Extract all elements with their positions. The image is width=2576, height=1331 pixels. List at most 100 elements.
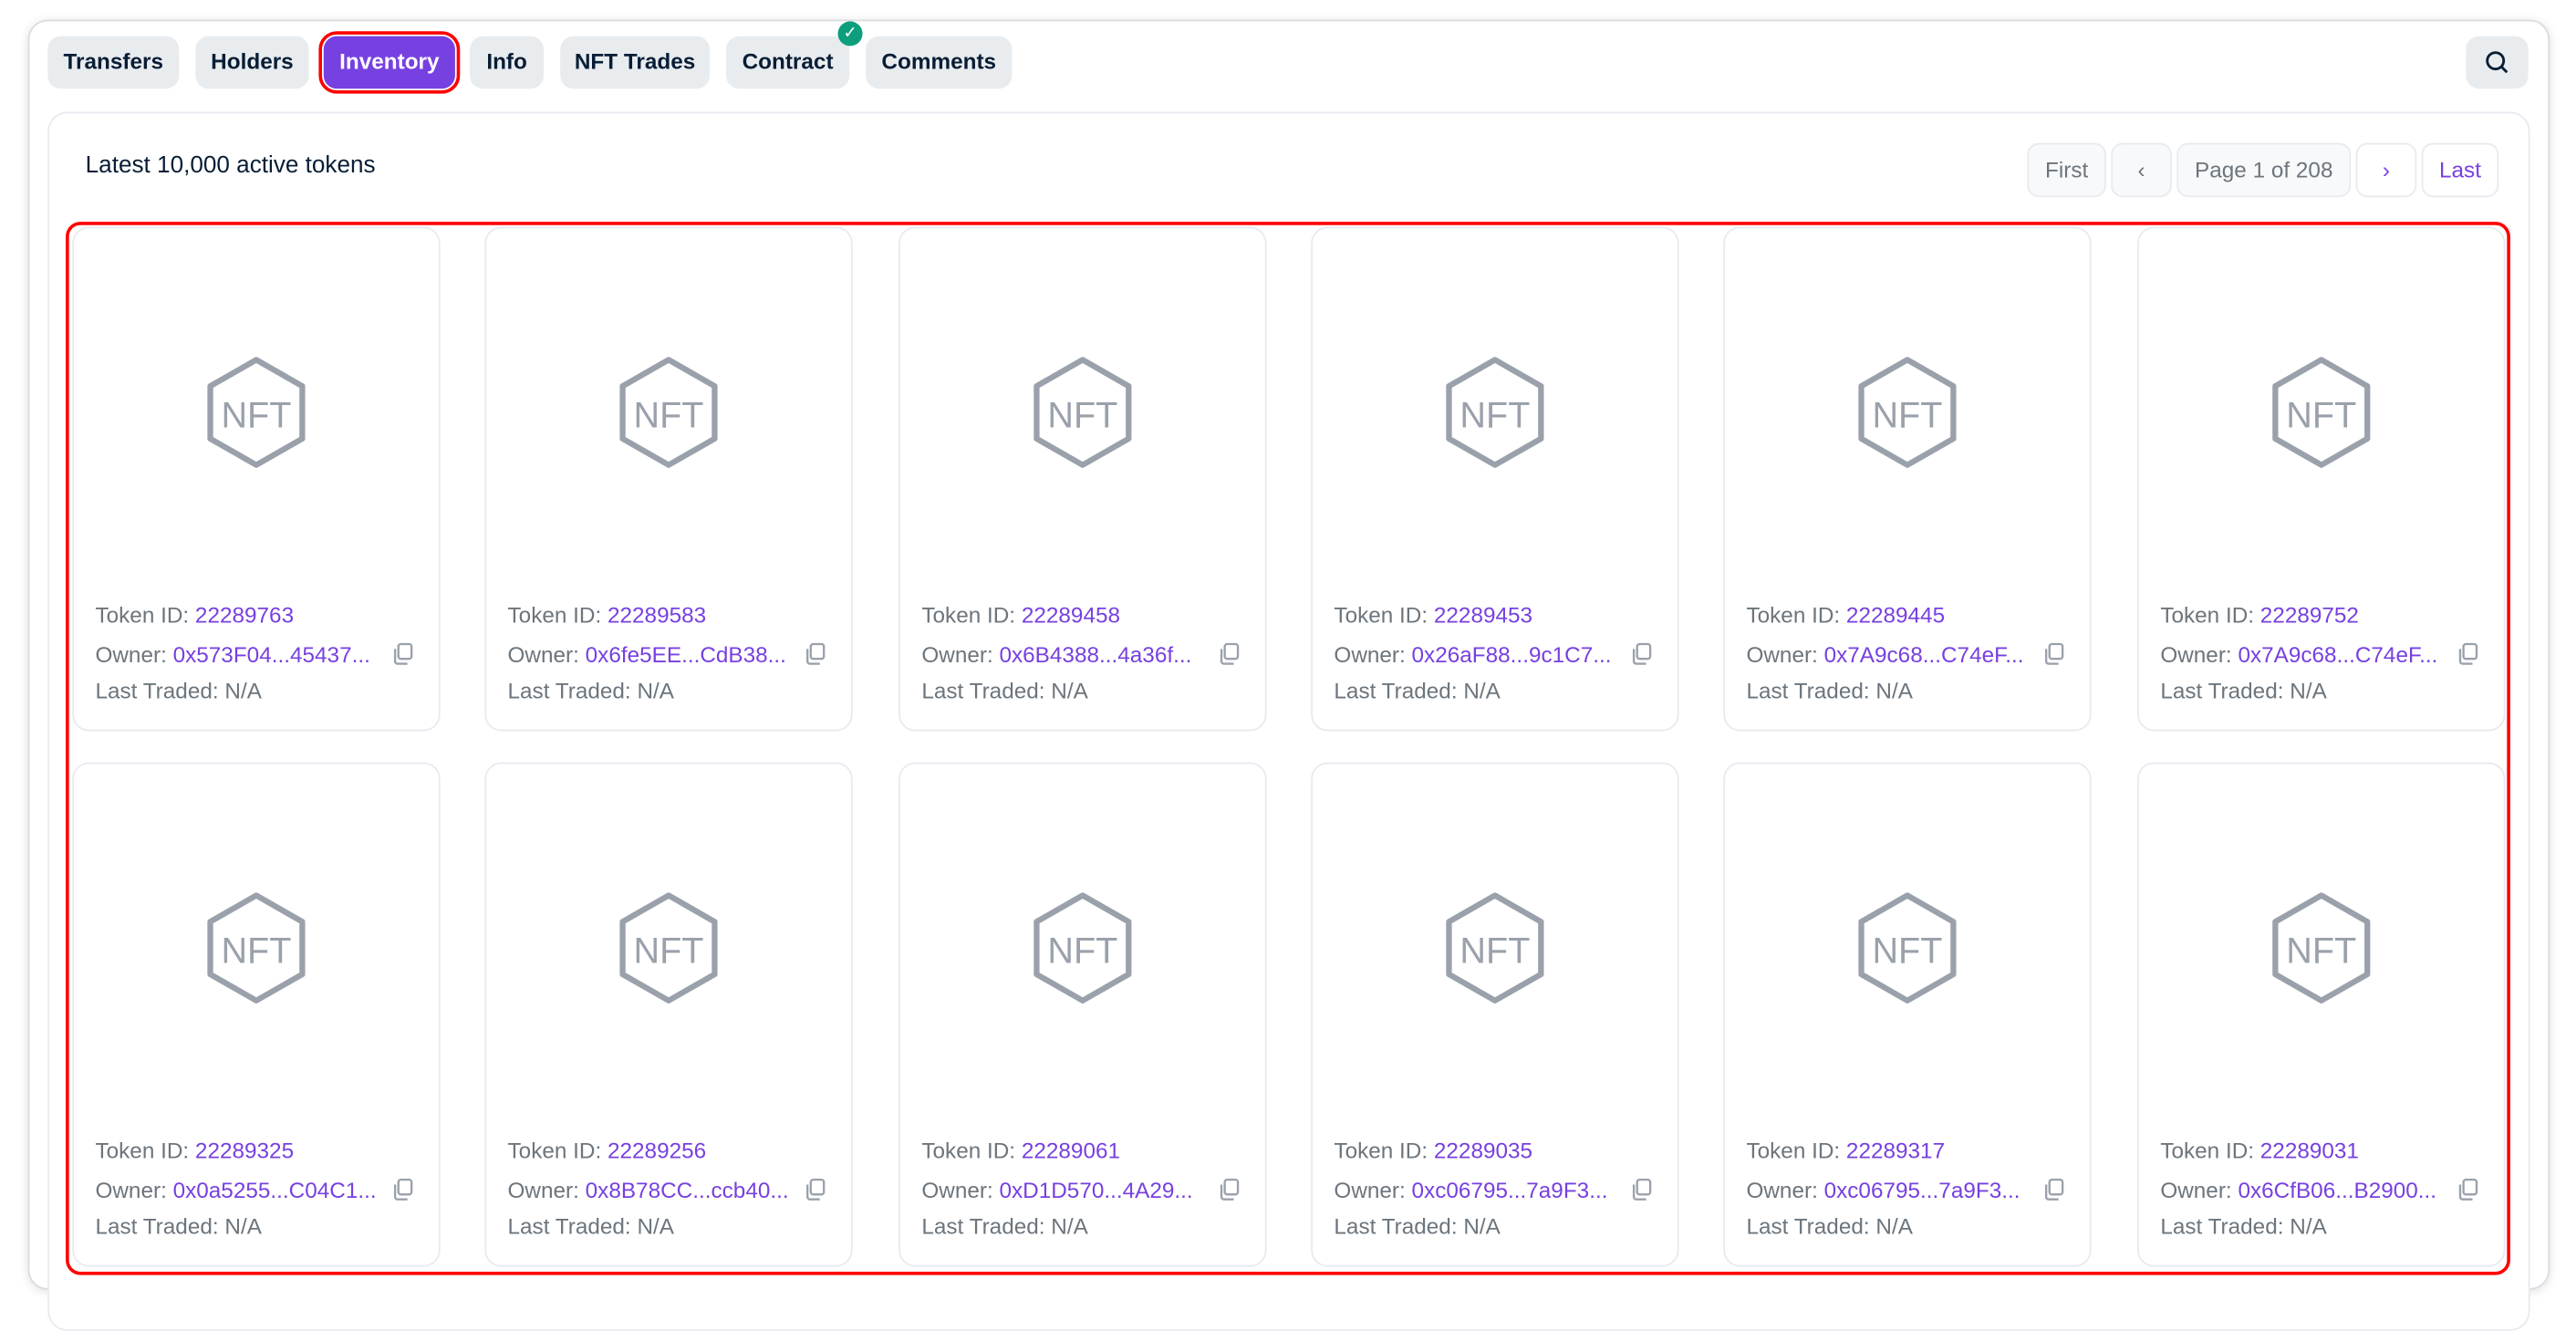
- verified-check-icon: ✓: [837, 21, 863, 47]
- copy-icon[interactable]: [1630, 642, 1653, 665]
- owner-address-link[interactable]: 0x573F04...45437...: [172, 642, 370, 668]
- token-owner: Owner: 0xD1D570...4A29...: [921, 1178, 1193, 1203]
- owner-address-link[interactable]: 0x6B4388...4a36f...: [999, 642, 1192, 668]
- copy-icon[interactable]: [391, 642, 414, 665]
- token-owner: Owner: 0x7A9c68...C74eF...: [1746, 642, 2024, 668]
- token-id-link[interactable]: 22289325: [194, 1139, 295, 1164]
- nft-card[interactable]: NFT Token ID: 22289752 Owner: 0x7A9c68..…: [2137, 226, 2506, 732]
- token-owner: Owner: 0x6CfB06...B2900...: [2160, 1178, 2437, 1203]
- token-owner: Owner: 0xc06795...7a9F3...: [1334, 1178, 1608, 1203]
- owner-address-link[interactable]: 0xc06795...7a9F3...: [1823, 1178, 2020, 1203]
- inventory-title: Latest 10,000 active tokens: [85, 152, 376, 180]
- copy-icon[interactable]: [2042, 1178, 2065, 1201]
- nft-placeholder-icon: NFT: [1034, 892, 1132, 1003]
- svg-text:NFT: NFT: [1872, 931, 1942, 971]
- token-id-link[interactable]: 22289583: [607, 602, 707, 628]
- nft-placeholder-icon: NFT: [1446, 892, 1544, 1003]
- token-id-link[interactable]: 22289453: [1433, 602, 1533, 628]
- token-id: Token ID: 22289061: [921, 1139, 1121, 1164]
- token-id-link[interactable]: 22289061: [1021, 1139, 1121, 1164]
- copy-icon[interactable]: [2042, 642, 2065, 665]
- owner-address-link[interactable]: 0x0a5255...C04C1...: [172, 1178, 377, 1203]
- token-id: Token ID: 22289445: [1746, 602, 1946, 628]
- inventory-grid-highlight: [66, 222, 2510, 1275]
- tab-comments[interactable]: Comments: [866, 36, 1013, 89]
- svg-text:NFT: NFT: [1047, 931, 1117, 971]
- last-traded: Last Traded: N/A: [921, 678, 1088, 703]
- svg-text:NFT: NFT: [221, 931, 291, 971]
- copy-icon[interactable]: [804, 642, 826, 665]
- token-id: Token ID: 22289031: [2160, 1139, 2359, 1164]
- token-id-link[interactable]: 22289458: [1021, 602, 1121, 628]
- svg-text:NFT: NFT: [634, 395, 704, 435]
- owner-address-link[interactable]: 0x7A9c68...C74eF...: [1823, 642, 2024, 668]
- nft-placeholder-icon: NFT: [2272, 892, 2371, 1003]
- last-traded: Last Traded: N/A: [1334, 678, 1501, 703]
- nft-placeholder-icon: NFT: [1858, 357, 1957, 468]
- nft-card[interactable]: NFT Token ID: 22289031 Owner: 0x6CfB06..…: [2137, 762, 2506, 1267]
- token-owner: Owner: 0x6B4388...4a36f...: [921, 642, 1192, 668]
- copy-icon[interactable]: [2456, 1178, 2478, 1201]
- chevron-right-icon: ›: [2382, 157, 2391, 182]
- nft-card[interactable]: NFT Token ID: 22289763 Owner: 0x573F04..…: [72, 226, 441, 732]
- copy-icon[interactable]: [2456, 642, 2478, 665]
- token-id: Token ID: 22289752: [2160, 602, 2359, 628]
- nft-card[interactable]: NFT Token ID: 22289061 Owner: 0xD1D570..…: [898, 762, 1267, 1267]
- token-id: Token ID: 22289458: [921, 602, 1121, 628]
- owner-address-link[interactable]: 0x7A9c68...C74eF...: [2238, 642, 2438, 668]
- tab-nft-trades[interactable]: NFT Trades: [560, 36, 711, 89]
- inventory-panel: [47, 111, 2530, 1331]
- copy-icon[interactable]: [1630, 1178, 1653, 1201]
- svg-text:NFT: NFT: [1459, 395, 1530, 435]
- last-page-button[interactable]: Last: [2421, 142, 2499, 198]
- tab-transfers[interactable]: Transfers: [47, 36, 180, 89]
- prev-page-button[interactable]: ‹: [2111, 142, 2172, 198]
- copy-icon[interactable]: [804, 1178, 826, 1201]
- last-traded: Last Traded: N/A: [1334, 1213, 1501, 1239]
- token-id-link[interactable]: 22289256: [607, 1139, 707, 1164]
- token-owner: Owner: 0x26aF88...9c1C7...: [1334, 642, 1612, 668]
- svg-text:NFT: NFT: [221, 395, 291, 435]
- copy-icon[interactable]: [1218, 1178, 1241, 1201]
- tab-holders[interactable]: Holders: [195, 36, 309, 89]
- nft-card[interactable]: NFT Token ID: 22289035 Owner: 0xc06795..…: [1311, 762, 1679, 1267]
- nft-card[interactable]: NFT Token ID: 22289583 Owner: 0x6fe5EE..…: [484, 226, 853, 732]
- nft-card[interactable]: NFT Token ID: 22289445 Owner: 0x7A9c68..…: [1723, 226, 2092, 732]
- owner-address-link[interactable]: 0xc06795...7a9F3...: [1411, 1178, 1608, 1203]
- tab-contract[interactable]: Contract: [726, 36, 850, 89]
- nft-card[interactable]: NFT Token ID: 22289458 Owner: 0x6B4388..…: [898, 226, 1267, 732]
- owner-address-link[interactable]: 0x8B78CC...ccb40...: [585, 1178, 789, 1203]
- tab-info[interactable]: Info: [470, 36, 545, 89]
- search-button[interactable]: [2466, 36, 2529, 89]
- token-id-link[interactable]: 22289445: [1845, 602, 1946, 628]
- nft-placeholder-icon: NFT: [2272, 357, 2371, 468]
- token-id-link[interactable]: 22289763: [194, 602, 295, 628]
- owner-address-link[interactable]: 0xD1D570...4A29...: [999, 1178, 1193, 1203]
- svg-text:NFT: NFT: [1047, 395, 1117, 435]
- svg-text:NFT: NFT: [1459, 931, 1530, 971]
- owner-address-link[interactable]: 0x26aF88...9c1C7...: [1411, 642, 1612, 668]
- owner-address-link[interactable]: 0x6fe5EE...CdB38...: [585, 642, 786, 668]
- owner-address-link[interactable]: 0x6CfB06...B2900...: [2238, 1178, 2437, 1203]
- token-id: Token ID: 22289256: [507, 1139, 707, 1164]
- token-id-link[interactable]: 22289035: [1433, 1139, 1533, 1164]
- copy-icon[interactable]: [391, 1178, 414, 1201]
- nft-placeholder-icon: NFT: [1446, 357, 1544, 468]
- next-page-button[interactable]: ›: [2355, 142, 2417, 198]
- tab-inventory[interactable]: Inventory: [318, 31, 461, 94]
- nft-placeholder-icon: NFT: [207, 892, 306, 1003]
- nft-card[interactable]: NFT Token ID: 22289325 Owner: 0x0a5255..…: [72, 762, 441, 1267]
- nft-card[interactable]: NFT Token ID: 22289256 Owner: 0x8B78CC..…: [484, 762, 853, 1267]
- last-traded: Last Traded: N/A: [1746, 678, 1913, 703]
- nft-card[interactable]: NFT Token ID: 22289317 Owner: 0xc06795..…: [1723, 762, 2092, 1267]
- token-owner: Owner: 0xc06795...7a9F3...: [1746, 1178, 2020, 1203]
- token-id: Token ID: 22289763: [95, 602, 295, 628]
- token-id-link[interactable]: 22289317: [1845, 1139, 1946, 1164]
- token-id-link[interactable]: 22289752: [2259, 602, 2359, 628]
- token-id-link[interactable]: 22289031: [2259, 1139, 2359, 1164]
- nft-card[interactable]: NFT Token ID: 22289453 Owner: 0x26aF88..…: [1311, 226, 1679, 732]
- token-owner: Owner: 0x6fe5EE...CdB38...: [507, 642, 786, 668]
- token-id: Token ID: 22289325: [95, 1139, 295, 1164]
- copy-icon[interactable]: [1218, 642, 1241, 665]
- first-page-button[interactable]: First: [2027, 142, 2106, 198]
